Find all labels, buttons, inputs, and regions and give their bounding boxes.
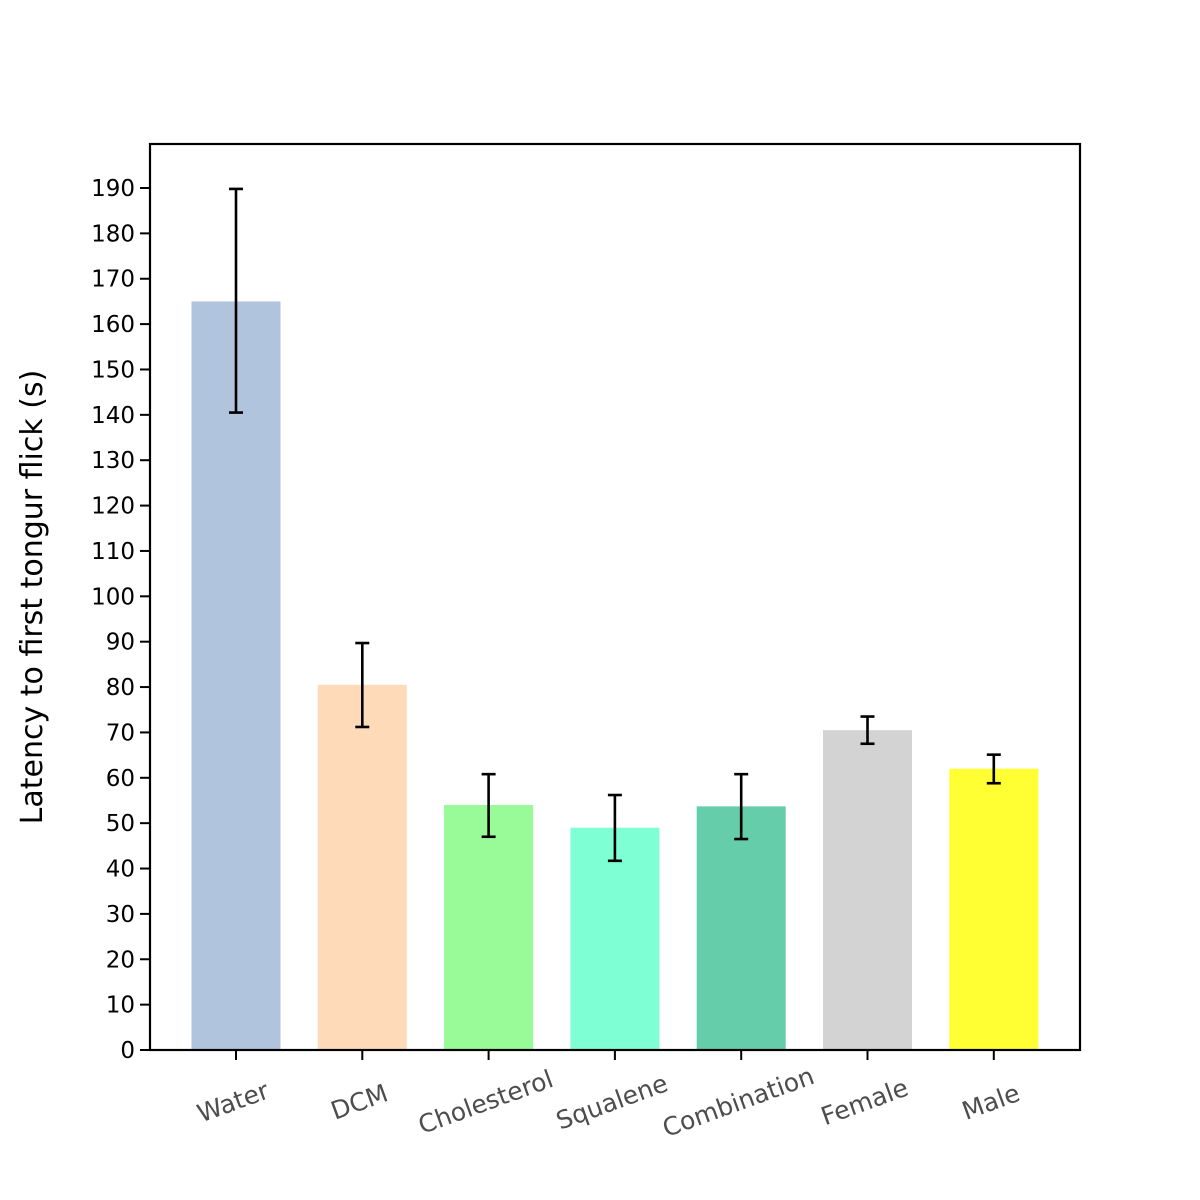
bar-male	[949, 768, 1039, 1050]
y-tick-label: 180	[91, 221, 135, 247]
y-tick-label: 110	[91, 539, 135, 565]
y-tick-label: 30	[106, 902, 135, 928]
y-tick-label: 100	[91, 584, 135, 610]
y-tick-label: 150	[91, 357, 135, 383]
y-tick-label: 130	[91, 448, 135, 474]
y-tick-label: 50	[106, 811, 135, 837]
y-tick-label: 0	[120, 1038, 135, 1064]
y-tick-label: 190	[91, 176, 135, 202]
y-tick-label: 10	[106, 993, 135, 1019]
plot-frame	[148, 142, 1082, 1052]
y-tick-label: 70	[106, 720, 135, 746]
y-tick-label: 20	[106, 947, 135, 973]
bar-female	[823, 730, 912, 1050]
y-tick-label: 80	[106, 675, 135, 701]
y-tick-label: 40	[106, 857, 135, 883]
y-tick-label: 120	[91, 494, 135, 520]
bar-water	[191, 301, 281, 1051]
bar-cholesterol	[444, 805, 534, 1050]
error-bars-group	[229, 187, 1001, 863]
bar-squalene	[570, 827, 660, 1050]
y-axis-title: Latency to first tongur flick (s)	[15, 370, 50, 825]
y-tick-label: 160	[91, 312, 135, 338]
y-tick-label: 90	[106, 630, 135, 656]
y-tick-label: 170	[91, 267, 135, 293]
bar-dcm	[317, 684, 407, 1050]
y-tick-label: 140	[91, 403, 135, 429]
bar-combination	[696, 806, 786, 1050]
y-tick-label: 60	[106, 766, 135, 792]
bars-group	[191, 301, 1039, 1051]
y-axis: 0 10 20 30 40 50 60 70 80 90 100 110 120 130 140 150 160…	[91, 176, 150, 1064]
